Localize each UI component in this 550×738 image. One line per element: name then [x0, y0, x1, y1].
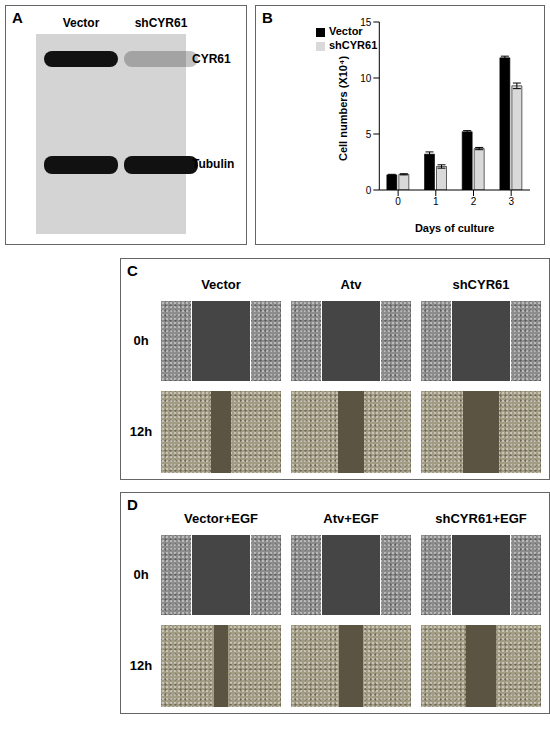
svg-text:Cell numbers (X10⁴): Cell numbers (X10⁴)	[337, 56, 349, 161]
html-text:Atv: Atv	[340, 277, 362, 292]
html-text:B: B	[262, 9, 273, 26]
html-text:shCYR61: shCYR61	[134, 16, 188, 30]
html-text:Atv+EGF: Atv+EGF	[323, 511, 379, 526]
svg-text:3: 3	[508, 196, 514, 207]
html-text:A: A	[12, 9, 23, 26]
svg-text:Days of culture: Days of culture	[415, 222, 494, 234]
svg-text:2: 2	[471, 196, 477, 207]
html-text:12h: 12h	[129, 658, 153, 673]
svg-text:5: 5	[366, 129, 372, 140]
svg-text:1: 1	[433, 196, 439, 207]
svg-text:15: 15	[360, 17, 372, 28]
html-text:Vector: Vector	[329, 25, 363, 37]
html-text:CYR61: CYR61	[192, 52, 231, 66]
html-text:shCYR61+EGF: shCYR61+EGF	[435, 511, 527, 526]
html-text:0h: 0h	[133, 333, 149, 348]
html-text:Vector: Vector	[201, 277, 241, 292]
html-text:Tubulin: Tubulin	[192, 157, 235, 171]
html-text:D: D	[127, 496, 138, 513]
html-text:shCYR61: shCYR61	[329, 39, 378, 51]
html-text:C: C	[127, 262, 138, 279]
html-text:Vector+EGF: Vector+EGF	[184, 511, 258, 526]
html-text:12h: 12h	[129, 424, 153, 439]
svg-text:10: 10	[360, 73, 372, 84]
svg-text:0: 0	[366, 185, 372, 196]
html-text:shCYR61: shCYR61	[452, 277, 510, 292]
svg-text:0: 0	[395, 196, 401, 207]
html-text:0h: 0h	[133, 567, 149, 582]
html-text:Vector: Vector	[62, 16, 100, 30]
